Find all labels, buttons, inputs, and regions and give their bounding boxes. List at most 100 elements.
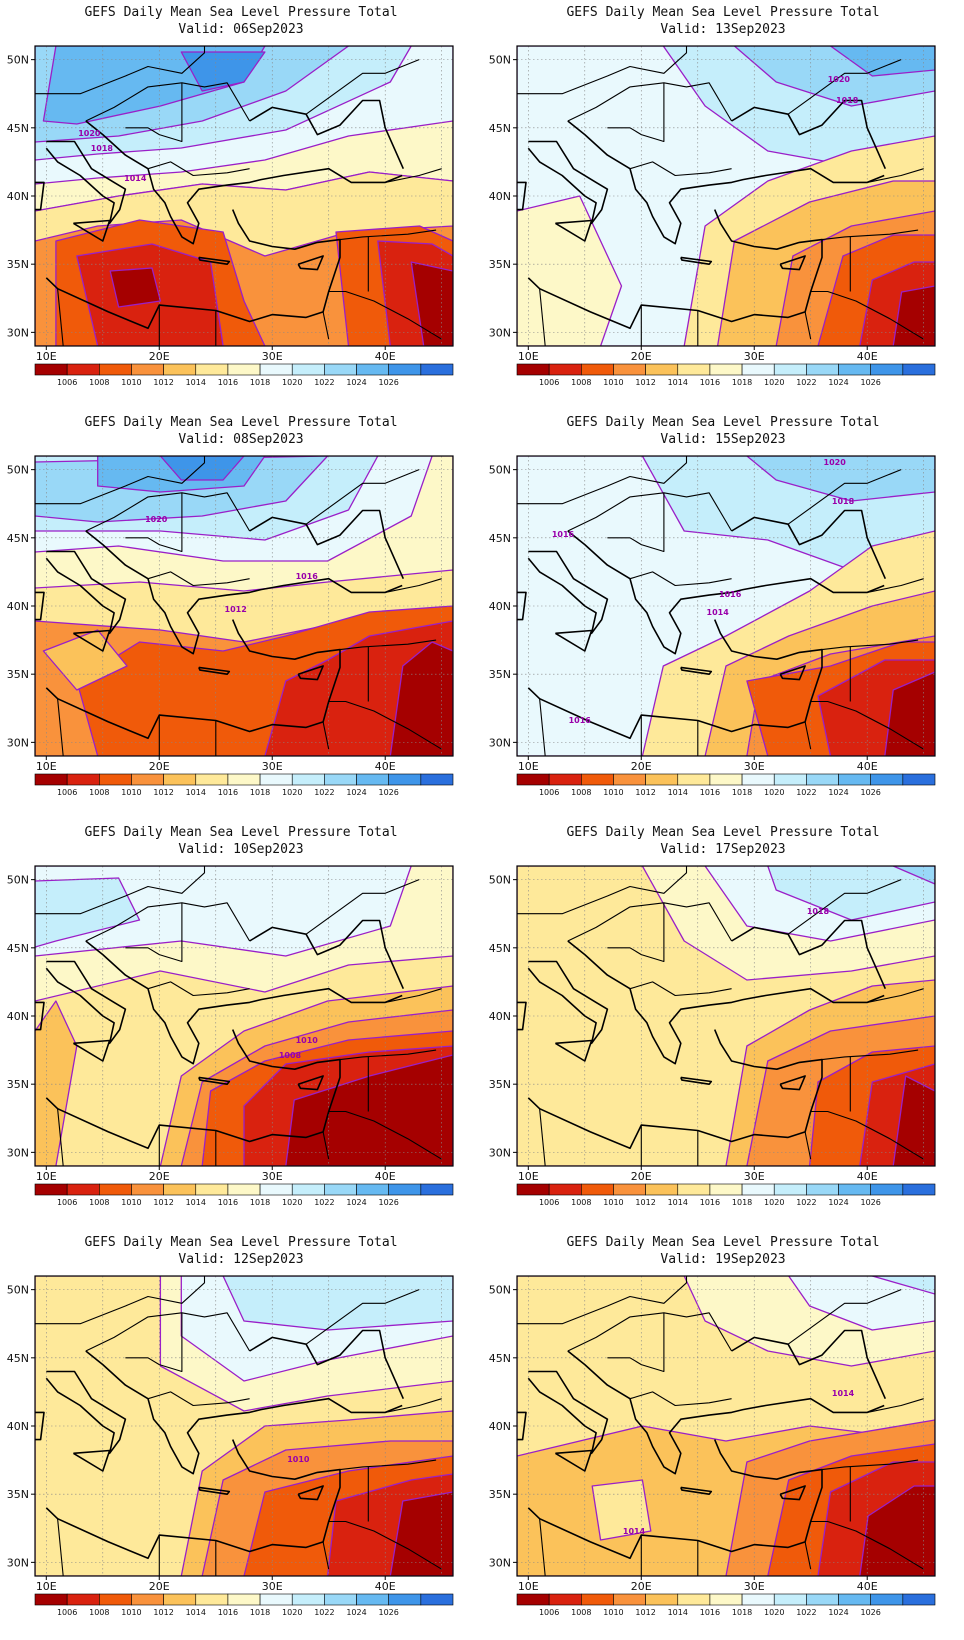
colorbar-swatch (99, 773, 132, 786)
colorbar-swatch (195, 773, 229, 786)
lat-label: 35N (7, 1488, 29, 1501)
colorbar-swatch (516, 1593, 550, 1606)
country-border (125, 492, 183, 553)
coastline (567, 120, 885, 245)
colorbar-swatch (131, 773, 164, 786)
pressure-band (859, 1485, 935, 1576)
coastline (45, 550, 127, 635)
pressure-band (222, 1276, 453, 1331)
colorbar-label: 1006 (57, 1608, 77, 1617)
country-border (328, 700, 442, 750)
contour-label: 1016 (719, 590, 742, 599)
colorbar-swatch (838, 1593, 871, 1606)
lat-label: 35N (489, 1488, 511, 1501)
colorbar-swatch (99, 1183, 132, 1196)
colorbar-label: 1022 (314, 788, 334, 797)
colorbar-swatch (324, 1183, 357, 1196)
country-border (57, 1518, 64, 1576)
country-border (810, 1110, 924, 1160)
pressure-band (884, 671, 935, 756)
colorbar-swatch (773, 773, 807, 786)
valid-date: 15Sep2023 (715, 432, 786, 447)
colorbar-swatch (581, 1183, 614, 1196)
lon-label: 20E (631, 350, 652, 363)
colorbar-label: 1016 (700, 788, 720, 797)
pressure-band (159, 456, 245, 481)
colorbar-label: 1014 (186, 378, 206, 387)
pressure-band (591, 1479, 652, 1541)
map-panel: GEFS Daily Mean Sea Level Pressure Total… (482, 410, 964, 820)
lon-label: 40E (857, 350, 878, 363)
colorbar-swatch (870, 363, 904, 376)
country-border (810, 290, 924, 340)
colorbar-swatch (99, 363, 132, 376)
contour-label: 1010 (296, 1036, 319, 1045)
colorbar-label: 1026 (861, 1198, 881, 1207)
colorbar-swatch (227, 1183, 261, 1196)
lat-label: 35N (489, 1078, 511, 1091)
colorbar-swatch (902, 363, 936, 376)
country-border (85, 492, 251, 532)
lat-label: 30N (489, 736, 511, 749)
colorbar-label: 1022 (314, 1198, 334, 1207)
colorbar-swatch (613, 1183, 646, 1196)
colorbar-label: 1008 (571, 378, 591, 387)
lat-label: 45N (489, 942, 511, 955)
country-border (57, 1108, 64, 1166)
colorbar-swatch (741, 1183, 775, 1196)
colorbar-swatch (163, 363, 197, 376)
pressure-field: 1014 1014 (517, 1276, 935, 1576)
colorbar-label: 1026 (379, 1198, 399, 1207)
country-border (385, 988, 442, 1003)
colorbar-label: 1016 (218, 1198, 238, 1207)
colorbar-label: 1026 (861, 788, 881, 797)
panel-valid-date: Valid: 06Sep2023 (0, 21, 482, 38)
colorbar-swatch (806, 773, 839, 786)
coastline (517, 1411, 527, 1441)
coastline (198, 1076, 231, 1086)
country-border (539, 288, 546, 346)
valid-prefix: Valid: (660, 842, 708, 857)
lon-label: 40E (857, 1580, 878, 1593)
colorbar-swatch (709, 1593, 743, 1606)
country-border (147, 981, 250, 997)
country-border (804, 311, 812, 340)
colorbar-label: 1008 (571, 1608, 591, 1617)
lon-label: 30E (744, 1170, 765, 1183)
lon-label: 30E (262, 1580, 283, 1593)
lat-label: 50N (489, 874, 511, 887)
country-border (57, 288, 64, 346)
country-border (629, 161, 732, 177)
colorbar-label: 1026 (379, 788, 399, 797)
contour-label: 1018 (836, 96, 859, 105)
colorbar-label: 1008 (89, 1198, 109, 1207)
colorbar-label: 1006 (539, 1608, 559, 1617)
colorbar-label: 1006 (57, 788, 77, 797)
coastline (198, 666, 231, 676)
panel-title: GEFS Daily Mean Sea Level Pressure Total (566, 825, 880, 840)
colorbar-label: 1008 (571, 1198, 591, 1207)
country-border (607, 1312, 665, 1373)
colorbar-swatch (99, 1593, 132, 1606)
lon-label: 30E (744, 1580, 765, 1593)
colorbar-swatch (356, 363, 389, 376)
lon-label: 30E (262, 1170, 283, 1183)
map-panel: GEFS Daily Mean Sea Level Pressure Total… (482, 1230, 964, 1640)
colorbar-swatch (259, 1593, 293, 1606)
contour-label: 1020 (824, 458, 847, 467)
colorbar-swatch (902, 773, 936, 786)
coastline (45, 960, 127, 1045)
panel-valid-date: Valid: 12Sep2023 (0, 1251, 482, 1268)
lon-label: 40E (375, 1580, 396, 1593)
contour-label: 1008 (279, 1051, 302, 1060)
colorbar-label: 1022 (796, 1198, 816, 1207)
lat-label: 30N (7, 1146, 29, 1159)
lat-label: 50N (7, 1284, 29, 1297)
lat-label: 30N (7, 1556, 29, 1569)
colorbar-label: 1020 (764, 1198, 784, 1207)
pressure-band (829, 46, 935, 77)
colorbar-swatch (324, 1593, 357, 1606)
colorbar-label: 1010 (121, 788, 141, 797)
country-border (517, 46, 688, 95)
